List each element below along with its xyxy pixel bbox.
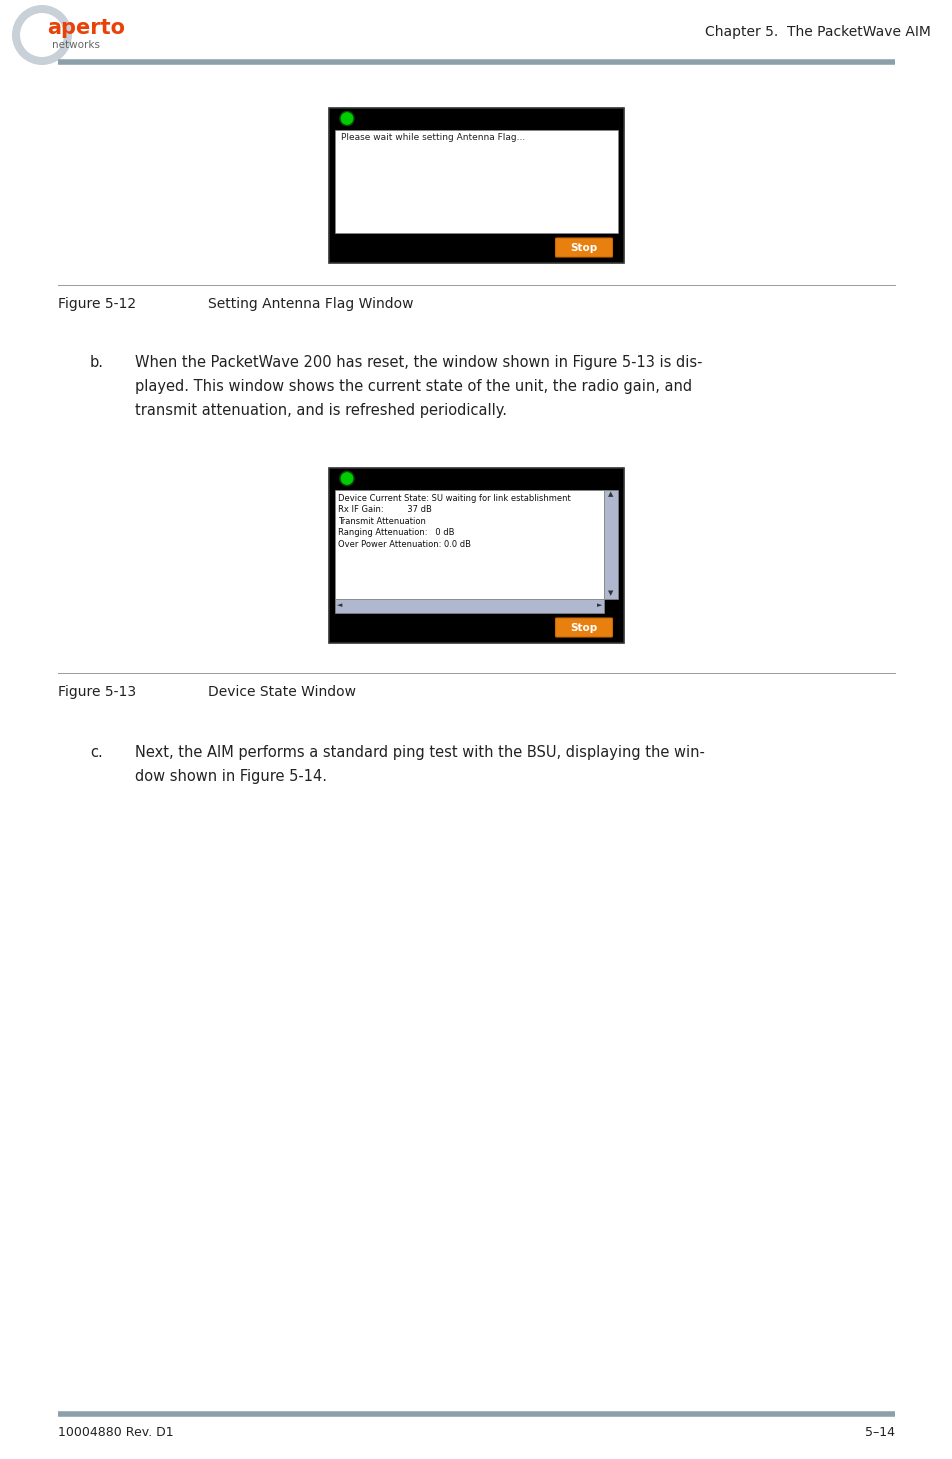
Text: Please wait while setting Antenna Flag...: Please wait while setting Antenna Flag..… xyxy=(341,134,525,143)
Text: Next, the AIM performs a standard ping test with the BSU, displaying the win-: Next, the AIM performs a standard ping t… xyxy=(135,746,704,760)
Text: Device State Window: Device State Window xyxy=(208,684,356,699)
Circle shape xyxy=(340,471,353,486)
FancyBboxPatch shape xyxy=(555,619,612,638)
Text: Stop: Stop xyxy=(570,242,597,252)
Circle shape xyxy=(340,111,353,125)
Text: Figure 5-12: Figure 5-12 xyxy=(58,298,136,311)
Text: dow shown in Figure 5-14.: dow shown in Figure 5-14. xyxy=(135,769,327,783)
Bar xyxy=(335,490,604,598)
Text: 10004880 Rev. D1: 10004880 Rev. D1 xyxy=(58,1425,173,1439)
Text: c.: c. xyxy=(89,746,103,760)
Text: Over Power Attenuation: 0.0 dB: Over Power Attenuation: 0.0 dB xyxy=(338,540,470,549)
Text: transmit attenuation, and is refreshed periodically.: transmit attenuation, and is refreshed p… xyxy=(135,403,506,417)
Text: ►: ► xyxy=(596,603,602,608)
Text: aperto: aperto xyxy=(47,18,125,38)
Bar xyxy=(328,108,624,263)
Text: Ranging Attenuation:   0 dB: Ranging Attenuation: 0 dB xyxy=(338,528,454,537)
Bar xyxy=(604,490,617,598)
Text: Rx IF Gain:         37 dB: Rx IF Gain: 37 dB xyxy=(338,505,431,514)
Text: ▲: ▲ xyxy=(607,492,613,498)
Text: When the PacketWave 200 has reset, the window shown in Figure 5-13 is dis-: When the PacketWave 200 has reset, the w… xyxy=(135,355,702,371)
Text: Figure 5-13: Figure 5-13 xyxy=(58,684,136,699)
FancyBboxPatch shape xyxy=(555,238,612,257)
Text: ▼: ▼ xyxy=(607,591,613,597)
Bar xyxy=(328,467,624,642)
Text: Setting Antenna Flag Window: Setting Antenna Flag Window xyxy=(208,298,413,311)
Text: ◄: ◄ xyxy=(337,603,342,608)
Text: Transmit Attenuation: Transmit Attenuation xyxy=(338,516,426,525)
Text: Stop: Stop xyxy=(570,623,597,633)
Bar xyxy=(335,598,604,613)
Circle shape xyxy=(12,4,72,66)
Text: 5–14: 5–14 xyxy=(864,1425,894,1439)
Text: Device Current State: SU waiting for link establishment: Device Current State: SU waiting for lin… xyxy=(338,493,570,502)
Circle shape xyxy=(20,13,64,57)
Bar xyxy=(335,130,617,232)
Text: played. This window shows the current state of the unit, the radio gain, and: played. This window shows the current st… xyxy=(135,379,691,394)
Text: Chapter 5.  The PacketWave AIM: Chapter 5. The PacketWave AIM xyxy=(704,25,930,39)
Text: b.: b. xyxy=(89,355,104,371)
Text: networks: networks xyxy=(52,39,100,50)
